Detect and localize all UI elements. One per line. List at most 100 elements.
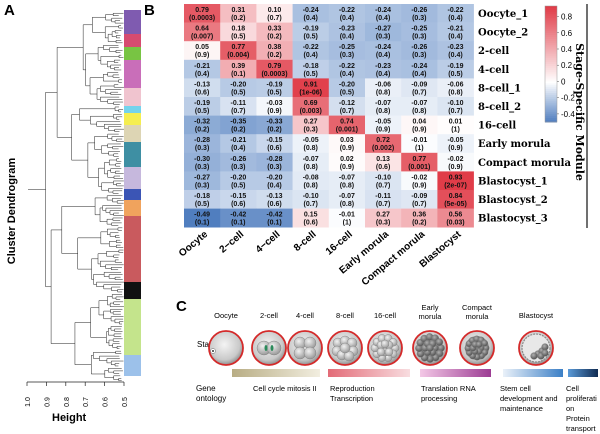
heatmap-cell (292, 4, 330, 23)
heatmap-r: -0.11 (231, 100, 247, 107)
dendrogram-x-label: Height (52, 412, 87, 424)
heatmap-cell (401, 22, 438, 42)
colorbar-tick: 0.8 (561, 13, 573, 22)
heatmap-cell (328, 152, 366, 172)
heatmap-cell (256, 78, 293, 98)
heatmap-cell (365, 59, 402, 79)
heatmap-r: -0.01 (411, 137, 427, 144)
stage-row-label: Stage (197, 340, 218, 349)
heatmap-cell (292, 59, 330, 79)
heatmap-cell (365, 4, 402, 23)
heatmap-r: -0.20 (339, 81, 355, 88)
go-row-label: Gene ontology (196, 384, 227, 403)
heatmap-cell (292, 115, 330, 135)
heatmap-r: -0.32 (194, 119, 210, 126)
heatmap-r: -0.06 (375, 81, 391, 88)
heatmap-p: (0.4) (267, 182, 281, 189)
heatmap-cell (220, 78, 257, 98)
heatmap-cell (184, 97, 221, 116)
heatmap-r: -0.07 (411, 100, 427, 107)
heatmap-r: -0.11 (375, 193, 391, 200)
heatmap-p: (0.2) (267, 52, 281, 59)
stage-label: Blastocyst (519, 311, 554, 320)
heatmap-r: -0.01 (339, 212, 355, 219)
heatmap-r: 0.77 (412, 156, 426, 163)
stage-label: 2-cell (260, 311, 278, 320)
row-label: Oocyte_1 (478, 9, 528, 20)
heatmap-cell (401, 171, 438, 191)
heatmap-cell (292, 22, 330, 42)
heatmap-p: (0.5) (231, 89, 245, 96)
heatmap-cell (365, 171, 402, 191)
heatmap-r: 0.79 (268, 63, 282, 70)
heatmap-r: -0.20 (230, 81, 246, 88)
heatmap-p: (0.5) (195, 108, 209, 115)
heatmap-r: 0.03 (340, 137, 354, 144)
heatmap-cell (256, 134, 293, 154)
heatmap-p: (0.3) (231, 164, 245, 171)
heatmap-p: (2e-07) (444, 182, 467, 189)
heatmap-cell (328, 115, 366, 135)
heatmap-r: -0.07 (339, 174, 355, 181)
heatmap-p: (0.003) (300, 108, 322, 115)
heatmap-r: -0.21 (194, 63, 210, 70)
heatmap-p: (5e-05) (444, 201, 467, 208)
module-color-block (124, 216, 141, 282)
heatmap-p: (0.4) (448, 52, 462, 59)
heatmap-p: (0.3) (376, 220, 390, 227)
heatmap-cell (256, 41, 293, 61)
heatmap-r: 0.64 (195, 26, 209, 33)
heatmap-r: -0.21 (230, 137, 246, 144)
heatmap-r: 0.18 (231, 26, 245, 33)
heatmap-r: -0.02 (411, 174, 427, 181)
heatmap-r: 0.74 (340, 119, 354, 126)
heatmap-r: -0.42 (267, 212, 283, 219)
stage-label: Early morula (419, 303, 443, 321)
heatmap-p: (0.004) (227, 52, 249, 59)
heatmap-p: (0.007) (191, 34, 213, 41)
heatmap-p: (0.4) (231, 145, 245, 152)
module-color-block (124, 142, 141, 167)
heatmap-r: -0.18 (194, 193, 210, 200)
heatmap-p: (0.9) (267, 108, 281, 115)
module-color-block (124, 125, 141, 142)
heatmap-r: 0.91 (304, 81, 318, 88)
heatmap-r: 0.36 (412, 212, 426, 219)
row-label: Blastocyst_2 (478, 195, 548, 206)
colorbar-tick: 0 (561, 77, 566, 86)
heatmap-p: (0.001) (336, 127, 358, 134)
heatmap-p: (0.6) (267, 201, 281, 208)
heatmap-cell (401, 4, 438, 23)
heatmap-r: -0.19 (448, 63, 464, 70)
heatmap-p: (0.5) (231, 182, 245, 189)
heatmap-cell (256, 22, 293, 42)
module-color-block (124, 167, 141, 189)
heatmap-r: 0.93 (449, 174, 463, 181)
heatmap-p: (0.6) (267, 145, 281, 152)
heatmap-p: (0.7) (303, 201, 317, 208)
heatmap-cell (328, 59, 366, 79)
heatmap-p: (0.3) (195, 164, 209, 171)
heatmap-r: -0.22 (339, 63, 355, 70)
heatmap-r: 0.02 (340, 156, 354, 163)
heatmap-p: (0.3) (195, 145, 209, 152)
heatmap-p: (0.1) (195, 220, 209, 227)
heatmap-r: -0.10 (375, 174, 391, 181)
heatmap-p: (0.4) (376, 71, 390, 78)
heatmap-cell (292, 190, 330, 209)
row-label: 4-cell (478, 65, 509, 76)
stage-label: Oocyte (214, 311, 238, 320)
heatmap-r: -0.25 (339, 44, 355, 51)
heatmap-p: (0.3) (412, 15, 426, 22)
heatmap-cell (256, 115, 293, 135)
row-label: Blastocyst_1 (478, 176, 548, 187)
heatmap-r: -0.49 (194, 212, 210, 219)
heatmap-cell (256, 171, 293, 191)
module-color-block (124, 189, 141, 200)
heatmap-p: (0.7) (448, 108, 462, 115)
heatmap-cell (437, 59, 474, 79)
heatmap-r: 0.72 (376, 137, 390, 144)
heatmap-p: (0.2) (267, 127, 281, 134)
heatmap-cell (328, 171, 366, 191)
heatmap-r: 0.15 (304, 212, 318, 219)
